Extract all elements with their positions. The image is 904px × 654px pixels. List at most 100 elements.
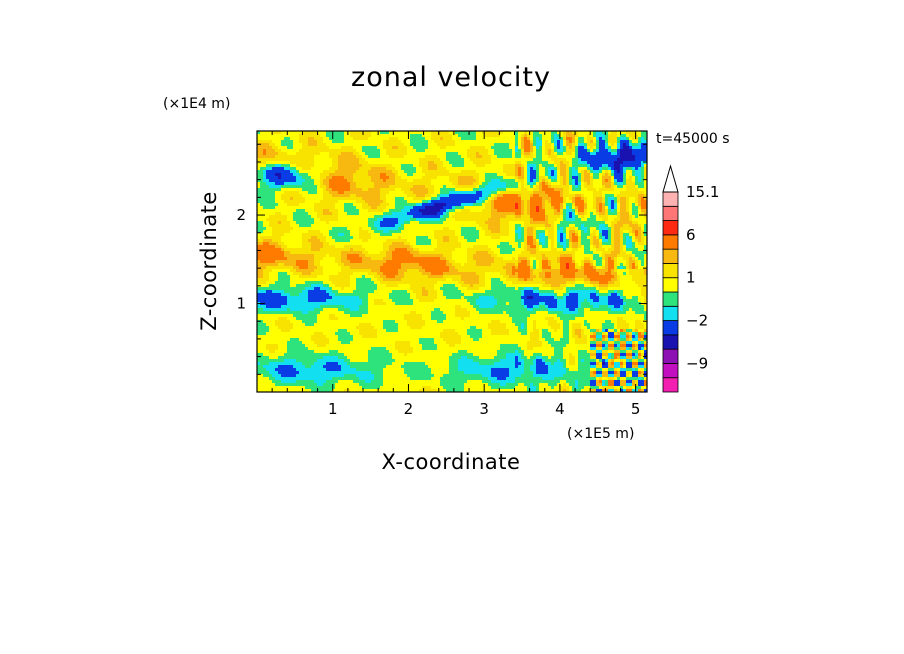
contour-cell — [350, 248, 354, 252]
contour-cell — [500, 347, 522, 351]
contour-cell — [293, 326, 357, 330]
contour-cell — [584, 323, 591, 327]
contour-cell — [383, 230, 390, 234]
contour-cell — [557, 143, 561, 147]
contour-cell — [449, 365, 459, 369]
contour-cell — [539, 131, 552, 135]
contour-cell — [425, 269, 450, 273]
contour-cell — [557, 209, 561, 213]
contour-cell — [326, 131, 345, 135]
contour-cell — [527, 236, 534, 240]
contour-cell — [533, 185, 537, 189]
contour-cell — [611, 146, 618, 150]
contour-cell — [569, 176, 573, 180]
contour-cell — [590, 335, 597, 339]
contour-cell — [455, 218, 489, 222]
contour-cell — [614, 263, 618, 267]
contour-cell — [518, 170, 522, 174]
contour-cell — [389, 185, 414, 189]
contour-cell — [350, 131, 372, 135]
contour-cell — [545, 149, 549, 153]
contour-cell — [596, 338, 603, 342]
contour-cell — [572, 188, 582, 192]
contour-cell — [596, 350, 603, 354]
contour-cell — [626, 353, 633, 357]
contour-cell — [572, 329, 576, 333]
contour-cell — [353, 203, 363, 207]
contour-cell — [635, 341, 639, 345]
contour-cell — [554, 338, 561, 342]
contour-cell — [482, 191, 492, 195]
contour-cell — [314, 308, 324, 312]
contour-cell — [491, 191, 498, 195]
contour-cell — [545, 179, 549, 183]
contour-cell — [644, 191, 647, 195]
contour-cell — [461, 278, 480, 282]
contour-cell — [608, 140, 618, 144]
contour-cell — [329, 275, 351, 279]
contour-cell — [629, 335, 633, 339]
contour-cell — [608, 371, 615, 375]
contour-cell — [587, 218, 597, 222]
contour-cell — [410, 251, 420, 255]
contour-cell — [560, 137, 564, 141]
contour-cell — [596, 209, 600, 213]
contour-cell — [545, 281, 567, 285]
contour-cell — [545, 254, 561, 258]
contour-cell — [479, 338, 531, 342]
contour-cell — [533, 359, 537, 363]
contour-cell — [584, 281, 591, 285]
contour-cell — [521, 326, 525, 330]
contour-cell — [644, 344, 647, 348]
contour-cell — [392, 242, 405, 246]
contour-cell — [542, 179, 546, 183]
contour-cell — [581, 260, 585, 264]
contour-cell — [602, 176, 612, 180]
contour-cell — [308, 311, 321, 315]
contour-cell — [488, 194, 492, 198]
contour-cell — [593, 260, 597, 264]
contour-cell — [602, 197, 606, 201]
contour-cell — [575, 329, 582, 333]
contour-cell — [611, 320, 618, 324]
contour-cell — [425, 320, 438, 324]
contour-cell — [485, 230, 492, 234]
contour-cell — [275, 182, 285, 186]
contour-cell — [602, 323, 615, 327]
contour-cell — [314, 380, 327, 384]
contour-cell — [569, 335, 573, 339]
contour-cell — [296, 164, 315, 168]
contour-cell — [575, 266, 582, 270]
contour-cell — [602, 137, 606, 141]
contour-cell — [545, 152, 549, 156]
contour-cell — [587, 227, 591, 231]
contour-cell — [530, 266, 534, 270]
contour-cell — [299, 275, 318, 279]
contour-cell — [257, 245, 276, 249]
contour-cell — [515, 203, 519, 207]
contour-cell — [644, 245, 647, 249]
contour-cell — [368, 203, 381, 207]
contour-cell — [629, 260, 636, 264]
contour-cell — [287, 350, 315, 354]
contour-cell — [479, 173, 486, 177]
contour-cell — [470, 335, 483, 339]
contour-cell — [524, 155, 534, 159]
contour-cell — [608, 260, 615, 264]
contour-cell — [554, 188, 564, 192]
contour-cell — [599, 359, 603, 363]
contour-cell — [545, 305, 549, 309]
contour-cell — [557, 167, 561, 171]
contour-cell — [554, 221, 561, 225]
contour-cell — [395, 359, 450, 363]
contour-cell — [500, 221, 510, 225]
contour-cell — [536, 209, 540, 213]
contour-cell — [296, 176, 303, 180]
contour-cell — [602, 377, 609, 381]
contour-cell — [584, 146, 588, 150]
contour-cell — [257, 266, 267, 270]
contour-cell — [503, 194, 519, 198]
contour-cell — [380, 221, 399, 225]
contour-cell — [560, 176, 564, 180]
contour-cell — [578, 239, 582, 243]
